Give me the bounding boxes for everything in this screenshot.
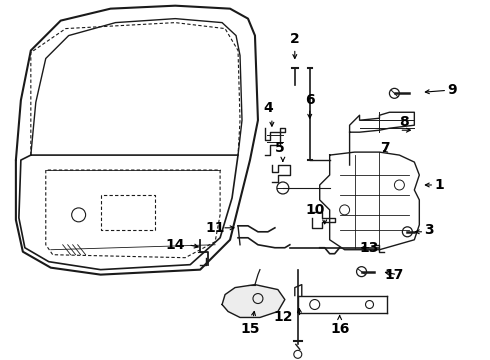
Text: 16: 16 (330, 323, 349, 337)
Text: 10: 10 (305, 203, 324, 217)
Text: 14: 14 (166, 238, 185, 252)
Text: 6: 6 (305, 93, 315, 107)
Text: 15: 15 (240, 323, 260, 337)
Text: 9: 9 (447, 84, 457, 97)
Text: 13: 13 (360, 241, 379, 255)
Text: 2: 2 (290, 32, 300, 46)
Text: 17: 17 (385, 267, 404, 282)
Text: 12: 12 (273, 310, 293, 324)
Text: 11: 11 (205, 221, 225, 235)
Text: 4: 4 (263, 101, 273, 115)
Text: 8: 8 (399, 115, 409, 129)
Text: 7: 7 (380, 141, 389, 155)
Text: 5: 5 (275, 141, 285, 155)
Polygon shape (222, 285, 285, 318)
Text: 1: 1 (434, 178, 444, 192)
Text: 3: 3 (424, 223, 434, 237)
